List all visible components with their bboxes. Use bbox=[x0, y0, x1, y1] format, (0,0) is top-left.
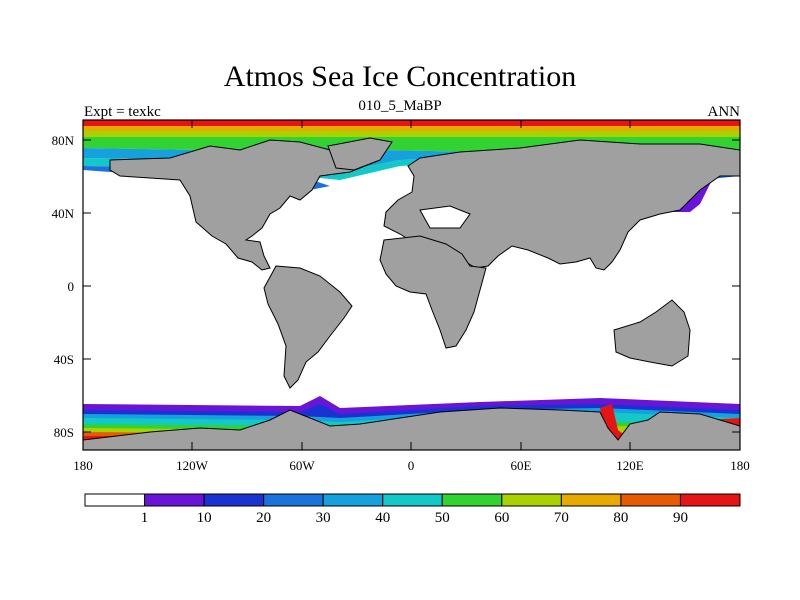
land-greenland bbox=[327, 137, 393, 171]
lon-label-120w: 120W bbox=[176, 458, 209, 473]
lat-label-equator: 0 bbox=[68, 279, 75, 294]
season-label: ANN bbox=[707, 104, 741, 120]
colorbar-box-6 bbox=[441, 493, 503, 507]
colorbar-box-5 bbox=[382, 493, 443, 507]
lon-label-180w: 180 bbox=[73, 458, 93, 473]
colorbar-label-1: 10 bbox=[197, 510, 212, 526]
lat-ticks bbox=[83, 139, 740, 433]
map-panel: 80N 40N 0 40S 80S 180 120W 60W 0 60E 120… bbox=[52, 119, 750, 473]
experiment-label: Expt = texkc bbox=[84, 104, 161, 120]
colorbar-label-2: 20 bbox=[256, 510, 271, 526]
colorbar-label-8: 80 bbox=[613, 510, 628, 526]
colorbar-box-0 bbox=[84, 493, 146, 507]
lat-label-40n: 40N bbox=[52, 206, 75, 221]
colorbar-label-6: 60 bbox=[494, 510, 509, 526]
colorbar-box-9 bbox=[620, 493, 681, 507]
land-australia bbox=[613, 299, 691, 367]
lon-label-60e: 60E bbox=[511, 458, 532, 473]
land-africa bbox=[379, 235, 487, 349]
lon-ticks bbox=[191, 120, 631, 450]
lon-label-0: 0 bbox=[408, 458, 415, 473]
colorbar-box-4 bbox=[322, 493, 384, 507]
colorbar-label-4: 40 bbox=[375, 510, 390, 526]
plot-title: Atmos Sea Ice Concentration bbox=[223, 60, 577, 93]
plot-subtitle: 010_5_MaBP bbox=[358, 98, 442, 114]
colorbar-label-9: 90 bbox=[673, 510, 688, 526]
colorbar-box-1 bbox=[144, 493, 205, 507]
colorbar-label-5: 50 bbox=[435, 510, 450, 526]
lat-labels: 80N 40N 0 40S 80S bbox=[52, 133, 75, 440]
inland-sea bbox=[419, 205, 471, 229]
lat-label-40s: 40S bbox=[54, 352, 74, 367]
colorbar-box-3 bbox=[263, 493, 324, 507]
colorbar-box-7 bbox=[501, 493, 562, 507]
colorbar-label-3: 30 bbox=[316, 510, 331, 526]
land-north-america bbox=[109, 139, 391, 271]
colorbar-label-0: 1 bbox=[141, 510, 149, 526]
land-south-america bbox=[263, 265, 353, 389]
colorbar-box-2 bbox=[203, 493, 265, 507]
land-antarctica bbox=[82, 407, 741, 451]
colorbar-box-8 bbox=[560, 493, 622, 507]
lon-label-180e: 180 bbox=[730, 458, 750, 473]
colorbar-box-10 bbox=[679, 493, 741, 507]
colorbar-label-7: 70 bbox=[554, 510, 569, 526]
lon-label-60w: 60W bbox=[289, 458, 315, 473]
lon-label-120e: 120E bbox=[616, 458, 644, 473]
lat-label-80n: 80N bbox=[52, 133, 75, 148]
lon-labels: 180 120W 60W 0 60E 120E 180 bbox=[73, 458, 750, 473]
lat-label-80s: 80S bbox=[54, 425, 74, 440]
colorbar: 1 10 20 30 40 50 60 70 80 90 bbox=[84, 493, 741, 526]
land-masses bbox=[82, 137, 741, 451]
